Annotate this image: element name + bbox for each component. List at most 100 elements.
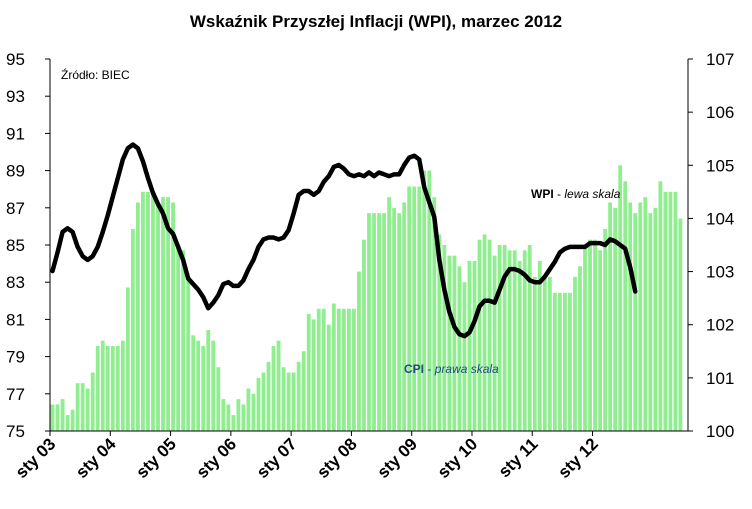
cpi-bar bbox=[372, 213, 376, 431]
cpi-bar bbox=[397, 213, 402, 431]
cpi-bar bbox=[573, 276, 577, 431]
cpi-bar bbox=[537, 260, 542, 431]
cpi-bar bbox=[382, 213, 386, 431]
cpi-bar bbox=[201, 345, 206, 431]
left-tick-label: 87 bbox=[6, 199, 25, 218]
cpi-bar bbox=[547, 276, 552, 431]
cpi-bar bbox=[663, 191, 668, 431]
left-tick-label: 93 bbox=[6, 87, 25, 106]
cpi-bar bbox=[166, 197, 170, 431]
cpi-bar bbox=[678, 218, 683, 431]
cpi-bar bbox=[502, 245, 507, 431]
cpi-bar bbox=[125, 287, 130, 431]
cpi-bar bbox=[110, 345, 115, 431]
cpi-bar bbox=[447, 255, 452, 431]
cpi-bar bbox=[427, 170, 432, 431]
right-tick-label: 106 bbox=[706, 103, 734, 122]
cpi-bar bbox=[60, 399, 65, 431]
cpi-bar bbox=[467, 260, 472, 431]
cpi-bar bbox=[598, 250, 602, 431]
cpi-bar bbox=[141, 191, 145, 431]
cpi-bar bbox=[497, 245, 502, 431]
cpi-bar bbox=[527, 245, 532, 431]
left-tick-label: 83 bbox=[6, 273, 25, 292]
cpi-bar bbox=[115, 345, 120, 431]
cpi-bar bbox=[216, 367, 221, 431]
left-tick-label: 77 bbox=[6, 385, 25, 404]
cpi-bar bbox=[442, 245, 447, 431]
cpi-bars bbox=[50, 165, 683, 432]
cpi-bar bbox=[120, 340, 125, 431]
cpi-bar bbox=[392, 207, 397, 431]
cpi-bar bbox=[613, 207, 618, 431]
cpi-bar bbox=[311, 319, 316, 431]
cpi-bar bbox=[321, 308, 326, 431]
cpi-bar bbox=[346, 308, 351, 431]
right-tick-label: 103 bbox=[706, 263, 734, 282]
right-tick-label: 101 bbox=[706, 369, 734, 388]
x-tick-label: sty 04 bbox=[72, 434, 120, 482]
wpi-line-group bbox=[50, 142, 638, 339]
cpi-bar bbox=[653, 207, 658, 431]
cpi-bar bbox=[341, 308, 346, 431]
cpi-bar bbox=[146, 191, 150, 431]
cpi-bar bbox=[301, 351, 306, 431]
cpi-bar bbox=[276, 340, 281, 431]
cpi-series-dash: - bbox=[427, 362, 434, 376]
cpi-bar bbox=[563, 292, 567, 431]
cpi-bar bbox=[231, 415, 236, 431]
cpi-bar bbox=[136, 202, 140, 431]
cpi-bar bbox=[377, 213, 381, 431]
left-tick-label: 95 bbox=[6, 50, 25, 69]
cpi-bar bbox=[638, 202, 643, 431]
cpi-bar bbox=[196, 340, 201, 431]
cpi-bar bbox=[306, 314, 311, 431]
cpi-bar bbox=[281, 367, 286, 431]
cpi-bar bbox=[583, 245, 587, 431]
cpi-bar bbox=[628, 202, 633, 431]
cpi-bar bbox=[221, 399, 226, 431]
cpi-bar bbox=[437, 234, 442, 431]
cpi-bar bbox=[105, 345, 110, 431]
cpi-bar bbox=[412, 186, 417, 431]
cpi-bar bbox=[517, 260, 522, 431]
left-tick-label: 89 bbox=[6, 162, 25, 181]
cpi-bar bbox=[532, 276, 537, 431]
cpi-bar bbox=[352, 308, 356, 431]
x-tick-label: sty 09 bbox=[374, 434, 422, 482]
cpi-bar bbox=[100, 340, 105, 431]
cpi-bar bbox=[362, 239, 366, 431]
cpi-bar bbox=[80, 383, 85, 431]
cpi-bar bbox=[668, 191, 673, 431]
cpi-bar bbox=[578, 266, 582, 431]
right-tick-label: 102 bbox=[706, 316, 734, 335]
cpi-bar bbox=[176, 245, 181, 431]
cpi-bar bbox=[291, 372, 296, 431]
x-tick-label: sty 05 bbox=[132, 434, 180, 482]
cpi-bar bbox=[65, 415, 70, 431]
left-tick-label: 79 bbox=[6, 348, 25, 367]
right-tick-label: 107 bbox=[706, 50, 734, 69]
cpi-bar bbox=[90, 372, 95, 431]
cpi-bar bbox=[186, 276, 191, 431]
wpi-series-scale: lewa skala bbox=[564, 187, 620, 201]
cpi-bar bbox=[256, 377, 261, 431]
cpi-series-name: CPI bbox=[404, 362, 424, 376]
cpi-bar bbox=[85, 388, 90, 431]
cpi-series-scale: prawa skala bbox=[434, 362, 499, 376]
x-tick-label: sty 06 bbox=[193, 434, 241, 482]
cpi-bar bbox=[211, 340, 216, 431]
cpi-bar bbox=[70, 409, 75, 431]
cpi-bar bbox=[331, 303, 336, 431]
wpi-series-label: WPI - lewa skala bbox=[531, 187, 621, 201]
x-tick-label: sty 07 bbox=[253, 434, 301, 482]
right-tick-label: 105 bbox=[706, 156, 734, 175]
x-tick-label: sty 08 bbox=[313, 434, 361, 482]
cpi-bar bbox=[417, 186, 422, 431]
cpi-bar bbox=[336, 308, 341, 431]
left-tick-label: 91 bbox=[6, 124, 25, 143]
cpi-bar bbox=[151, 191, 155, 431]
right-tick-label: 104 bbox=[706, 209, 734, 228]
cpi-bar bbox=[241, 404, 246, 431]
